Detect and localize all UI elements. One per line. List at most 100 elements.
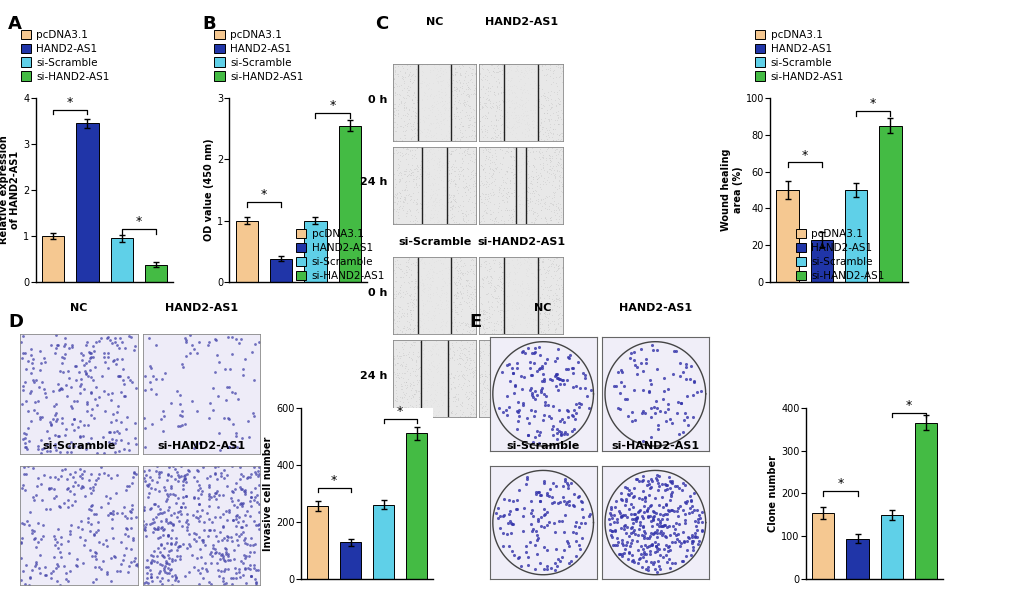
Point <box>385 354 401 364</box>
Point <box>438 191 454 200</box>
Point <box>449 277 466 287</box>
Point <box>515 346 531 356</box>
Point <box>466 181 482 191</box>
Point <box>513 561 529 571</box>
Point <box>492 271 508 281</box>
Point <box>430 197 446 207</box>
Point <box>438 373 454 383</box>
Point <box>153 573 169 583</box>
Point <box>442 288 459 298</box>
Point <box>414 66 430 76</box>
Point <box>191 517 207 527</box>
Point <box>474 322 490 332</box>
Point <box>479 360 495 370</box>
Point <box>526 357 542 367</box>
Point <box>529 93 545 103</box>
Point <box>520 313 536 322</box>
Point <box>431 370 447 379</box>
Point <box>483 329 499 338</box>
Point <box>405 338 421 348</box>
Point <box>535 129 551 139</box>
Point <box>439 126 455 136</box>
Point <box>538 282 554 292</box>
Point <box>459 299 475 308</box>
Point <box>208 488 224 498</box>
Point <box>544 259 560 268</box>
Point <box>459 181 475 191</box>
Point <box>386 69 403 79</box>
Point <box>544 370 560 380</box>
Point <box>512 257 528 267</box>
Point <box>84 404 100 414</box>
Point <box>52 447 68 457</box>
Point <box>405 324 421 333</box>
Point <box>536 328 552 338</box>
Point <box>386 192 403 202</box>
Point <box>528 178 544 188</box>
Point <box>513 85 529 94</box>
Point <box>480 335 496 345</box>
Point <box>547 324 564 334</box>
Point <box>17 377 34 387</box>
Point <box>644 506 660 516</box>
Point <box>416 373 432 383</box>
Point <box>530 83 546 93</box>
Point <box>395 105 412 115</box>
Point <box>446 121 463 131</box>
Point <box>432 194 448 204</box>
Point <box>487 214 503 224</box>
Point <box>235 550 252 560</box>
Point <box>429 172 445 182</box>
Point <box>428 133 444 143</box>
Point <box>460 380 476 390</box>
Point <box>492 325 508 335</box>
Point <box>405 174 421 184</box>
Point <box>508 259 525 268</box>
Point <box>422 350 438 360</box>
Point <box>407 211 423 221</box>
Point <box>536 282 552 292</box>
Point <box>429 104 445 113</box>
Bar <box>338 126 361 282</box>
Point <box>546 327 562 337</box>
Point <box>191 499 207 509</box>
Point <box>438 390 454 400</box>
Point <box>419 79 435 89</box>
Point <box>489 162 505 172</box>
Point <box>548 367 565 377</box>
Point <box>486 90 502 100</box>
Point <box>510 408 526 417</box>
Point <box>500 352 517 362</box>
Point <box>243 501 259 511</box>
Point <box>539 93 555 102</box>
Point <box>485 367 501 377</box>
Point <box>400 352 417 362</box>
Point <box>418 270 434 280</box>
Point <box>486 305 502 314</box>
Point <box>405 197 421 207</box>
Point <box>549 217 566 227</box>
Point <box>411 132 427 142</box>
Point <box>510 310 526 319</box>
Point <box>428 213 444 223</box>
Point <box>496 387 513 397</box>
Point <box>462 192 478 202</box>
Point <box>499 272 516 281</box>
Point <box>547 293 564 303</box>
Point <box>423 200 439 210</box>
Point <box>628 536 644 546</box>
Point <box>388 135 405 145</box>
Point <box>176 470 193 480</box>
Point <box>525 289 541 299</box>
Point <box>392 405 409 415</box>
Point <box>137 422 153 432</box>
Point <box>422 367 438 376</box>
Point <box>531 310 547 319</box>
Point <box>503 123 520 132</box>
Point <box>459 364 475 373</box>
Point <box>444 321 461 330</box>
Point <box>386 103 403 113</box>
Point <box>685 413 701 422</box>
Point <box>555 429 572 439</box>
Point <box>528 167 544 177</box>
